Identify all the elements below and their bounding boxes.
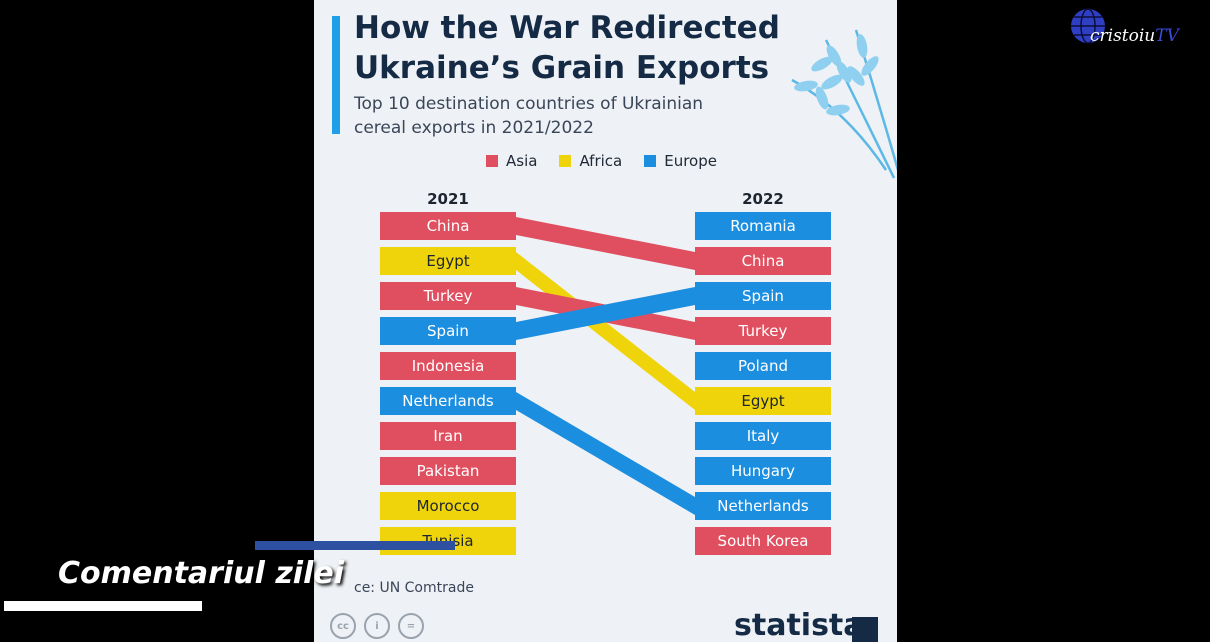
bar-2022-romania — [695, 212, 831, 240]
chart-source: ce: UN Comtrade — [354, 580, 474, 596]
chart-title: How the War Redirected Ukraine’s Grain E… — [354, 10, 780, 86]
slope-chart: 2021 2022 China Egypt Turkey Spain Indonesia Ne… — [380, 190, 831, 555]
year-label-2022: 2022 — [742, 190, 784, 208]
connector-netherlands — [516, 392, 695, 515]
bar-2021-turkey — [380, 282, 516, 310]
label-2022-italy: Italy — [747, 427, 780, 445]
bar-2021-indonesia — [380, 352, 516, 380]
bar-2022-italy — [695, 422, 831, 450]
wheat-icon — [791, 29, 897, 179]
label-2022-turkey: Turkey — [738, 322, 788, 340]
bar-2021-egypt — [380, 247, 516, 275]
bar-2021-morocco — [380, 492, 516, 520]
channel-logo: cristoiuTV — [1090, 26, 1179, 46]
caption-accent-blue — [255, 541, 455, 550]
label-2022-netherlands: Netherlands — [717, 497, 809, 515]
caption-accent-white — [4, 601, 202, 611]
caption-title: Comentariul zilei — [58, 556, 344, 591]
license-icons: cc i = — [330, 613, 424, 639]
legend-swatch-europe — [644, 155, 657, 167]
label-2022-south-korea: South Korea — [718, 532, 809, 550]
label-2021-china: China — [427, 217, 470, 235]
bar-2022-china — [695, 247, 831, 275]
label-2021-iran: Iran — [433, 427, 462, 445]
bar-2022-hungary — [695, 457, 831, 485]
channel-suffix: TV — [1155, 26, 1179, 46]
bar-2022-netherlands — [695, 492, 831, 520]
bar-2022-poland — [695, 352, 831, 380]
year-label-2021: 2021 — [427, 190, 469, 208]
label-2022-china: China — [742, 252, 785, 270]
label-2021-morocco: Morocco — [417, 497, 480, 515]
connector-egypt — [516, 252, 695, 410]
infographic-card: How the War Redirected Ukraine’s Grain E… — [314, 0, 897, 642]
label-2021-turkey: Turkey — [423, 287, 473, 305]
bar-2022-egypt — [695, 387, 831, 415]
label-2021-egypt: Egypt — [426, 252, 469, 270]
legend: Asia Africa Europe — [486, 152, 717, 170]
bar-2021-iran — [380, 422, 516, 450]
no-derivatives-icon: = — [398, 613, 424, 639]
label-2022-egypt: Egypt — [741, 392, 784, 410]
attribution-icon: i — [364, 613, 390, 639]
bar-2021-netherlands — [380, 387, 516, 415]
label-2021-netherlands: Netherlands — [402, 392, 494, 410]
statista-logo-text: statista — [734, 608, 864, 642]
bar-2021-spain — [380, 317, 516, 345]
label-2021-spain: Spain — [427, 322, 469, 340]
bar-2021-pakistan — [380, 457, 516, 485]
label-2022-hungary: Hungary — [731, 462, 795, 480]
legend-label-europe: Europe — [664, 152, 717, 170]
statista-logo-mark — [852, 617, 878, 642]
connector-china — [516, 217, 695, 270]
legend-item-europe: Europe — [644, 152, 717, 170]
label-2022-poland: Poland — [738, 357, 788, 375]
bar-2022-spain — [695, 282, 831, 310]
legend-item-asia: Asia — [486, 152, 537, 170]
bar-2021-china — [380, 212, 516, 240]
channel-name: cristoiu — [1090, 26, 1156, 46]
legend-label-africa: Africa — [579, 152, 623, 170]
legend-item-africa: Africa — [559, 152, 622, 170]
cc-icon: cc — [330, 613, 356, 639]
legend-swatch-africa — [559, 155, 572, 167]
bar-2022-south-korea — [695, 527, 831, 555]
legend-label-asia: Asia — [506, 152, 538, 170]
bar-2022-turkey — [695, 317, 831, 345]
legend-swatch-asia — [486, 155, 498, 167]
label-2021-indonesia: Indonesia — [412, 357, 485, 375]
label-2022-romania: Romania — [730, 217, 796, 235]
label-2022-spain: Spain — [742, 287, 784, 305]
connector-spain — [516, 287, 695, 340]
chart-subtitle: Top 10 destination countries of Ukrainia… — [354, 94, 704, 138]
title-accent-bar — [332, 16, 340, 134]
globe-icon — [1071, 8, 1105, 44]
label-2021-pakistan: Pakistan — [417, 462, 480, 480]
